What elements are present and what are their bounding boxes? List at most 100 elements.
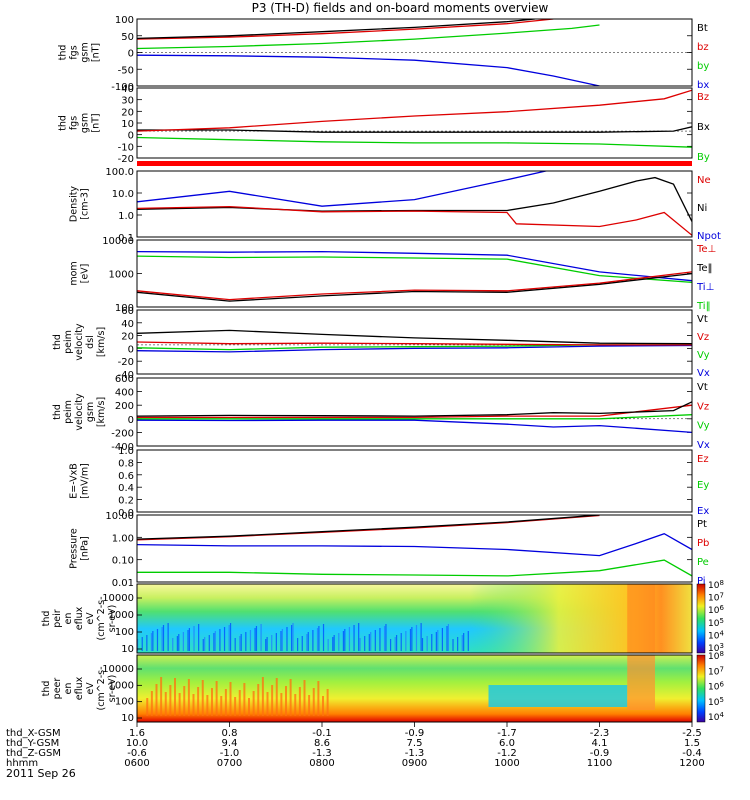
y-axis-label: [km/s]: [96, 327, 107, 357]
legend-entry: by: [697, 61, 709, 72]
y-tick-label: 40: [121, 319, 134, 330]
spectrogram-streak: [164, 692, 167, 716]
spectrogram-streak: [317, 681, 320, 716]
y-tick-label: -100: [111, 82, 134, 93]
legend-entry: Pt: [697, 519, 707, 530]
spectrogram-streak: [394, 637, 396, 651]
y-tick-label: 10000: [102, 236, 134, 247]
z-gsm-value: -0.4: [682, 748, 702, 759]
spectrogram-streak: [146, 698, 149, 716]
spectrogram-streak: [150, 633, 153, 651]
spectrogram-streak: [266, 692, 269, 716]
spectrogram-streak: [409, 629, 412, 651]
x-gsm-value: -0.1: [312, 728, 332, 739]
spectrogram-streak: [326, 689, 329, 716]
time-value: 1200: [679, 758, 704, 769]
spectrogram-streak: [266, 637, 268, 651]
y-axis-label: gsm: [80, 42, 91, 62]
y-axis-label: (cm^2-s-: [96, 597, 107, 641]
legend-entry: Ni: [697, 203, 707, 214]
spectrogram-streak: [312, 688, 315, 716]
y-tick-label: 0.8: [118, 458, 134, 469]
spectrogram-streak: [280, 631, 282, 651]
y-tick-label: 10.0: [112, 189, 134, 200]
y-axis-label: [km/s]: [96, 397, 107, 427]
spectrogram-streak: [206, 695, 209, 716]
y-tick-label: 10.00: [105, 511, 134, 522]
spectrogram-streak: [169, 685, 172, 716]
spectrogram-streak: [248, 698, 250, 716]
spectrogram-streak: [370, 632, 372, 651]
x-gsm-value: -1.7: [497, 728, 517, 739]
z-gsm-value: -1.0: [220, 748, 240, 759]
spectrogram-streak: [257, 684, 260, 716]
x-gsm-value: 0.8: [222, 728, 238, 739]
panel-frame: [136, 170, 693, 238]
colorbar-tick-label: 106: [708, 604, 724, 616]
spectrogram-peak: [627, 655, 655, 710]
y-tick-label: 10: [121, 713, 134, 724]
axis-row-label: thd_Y-GSM: [6, 738, 59, 749]
spectrogram-streak: [152, 631, 154, 651]
spectrogram-streak: [204, 637, 206, 651]
series-line-By: [137, 136, 692, 148]
y-axis-label: fgs: [69, 45, 80, 59]
legend-entry: Vt: [697, 382, 708, 393]
legend-entry: Te‖: [696, 263, 713, 274]
y-tick-label: -10: [118, 142, 134, 153]
y-gsm-value: 4.1: [592, 738, 608, 749]
y-gsm-value: 8.6: [314, 738, 330, 749]
time-value: 0900: [402, 758, 427, 769]
spectrogram-streak: [255, 626, 258, 651]
spectrogram-streak: [446, 626, 448, 651]
spectrogram-streak: [229, 623, 232, 651]
series-line-bx: [137, 54, 600, 86]
colorbar-tick-label: 105: [708, 696, 724, 708]
spectrogram-streak: [254, 628, 256, 651]
spectrogram-streak: [396, 635, 398, 651]
spectrogram-streak: [385, 624, 387, 651]
spectrogram-streak: [342, 631, 345, 651]
spectrogram-streak: [297, 638, 299, 651]
y-tick-label: 100.0: [105, 167, 134, 178]
legend-entry: Ex: [697, 506, 709, 517]
y-axis-label: thd: [41, 681, 52, 697]
spectrogram-streak: [141, 637, 143, 651]
panel-1: 100 50 0 -50 -100 Bt bz by bx thd fgs gsm [nT]: [58, 15, 710, 93]
y-tick-label: 1000: [109, 270, 134, 281]
spectrogram-streak: [298, 687, 301, 716]
colorbar-tick-label: 105: [708, 617, 724, 629]
colorbar-tick-label: 104: [708, 711, 724, 723]
colorbar-tick-label: 107: [708, 665, 724, 677]
spectrogram-streak: [318, 626, 320, 651]
legend-entry: Npot: [697, 231, 721, 242]
spectrogram-streak: [174, 678, 176, 716]
legend-entry: Pi: [697, 576, 706, 587]
y-tick-label: 1000: [109, 610, 134, 621]
y-axis-label: Pressure: [69, 528, 80, 569]
colorbar-tick-label: 108: [708, 579, 724, 591]
spectrogram-streak: [452, 639, 454, 651]
legend-entry: Vy: [697, 350, 710, 361]
legend-entry: Te⊥: [696, 244, 716, 255]
spectrogram-streak: [292, 623, 294, 651]
spectrogram-hot-region: [470, 584, 692, 653]
x-gsm-value: -2.5: [682, 728, 702, 739]
spectrogram-streak: [162, 625, 165, 651]
y-tick-label: 200: [115, 401, 134, 412]
y-axis-label: [eV]: [80, 264, 91, 284]
spectrogram-streak: [421, 638, 424, 651]
y-axis-label: eflux: [74, 606, 85, 630]
y-axis-label: fgs: [69, 116, 80, 130]
spectrogram-streak: [359, 638, 361, 651]
spectrogram-streak: [275, 633, 277, 651]
series-group: [137, 329, 692, 353]
spectrogram-streak: [146, 635, 148, 651]
y-tick-label: 40: [121, 84, 134, 95]
series-line-Bt: [137, 19, 535, 40]
spectrogram-streak: [431, 634, 433, 651]
colorbar-tick-label: 103: [708, 642, 724, 654]
spectrogram-streak: [374, 630, 376, 651]
spectrogram-streak: [271, 635, 273, 651]
